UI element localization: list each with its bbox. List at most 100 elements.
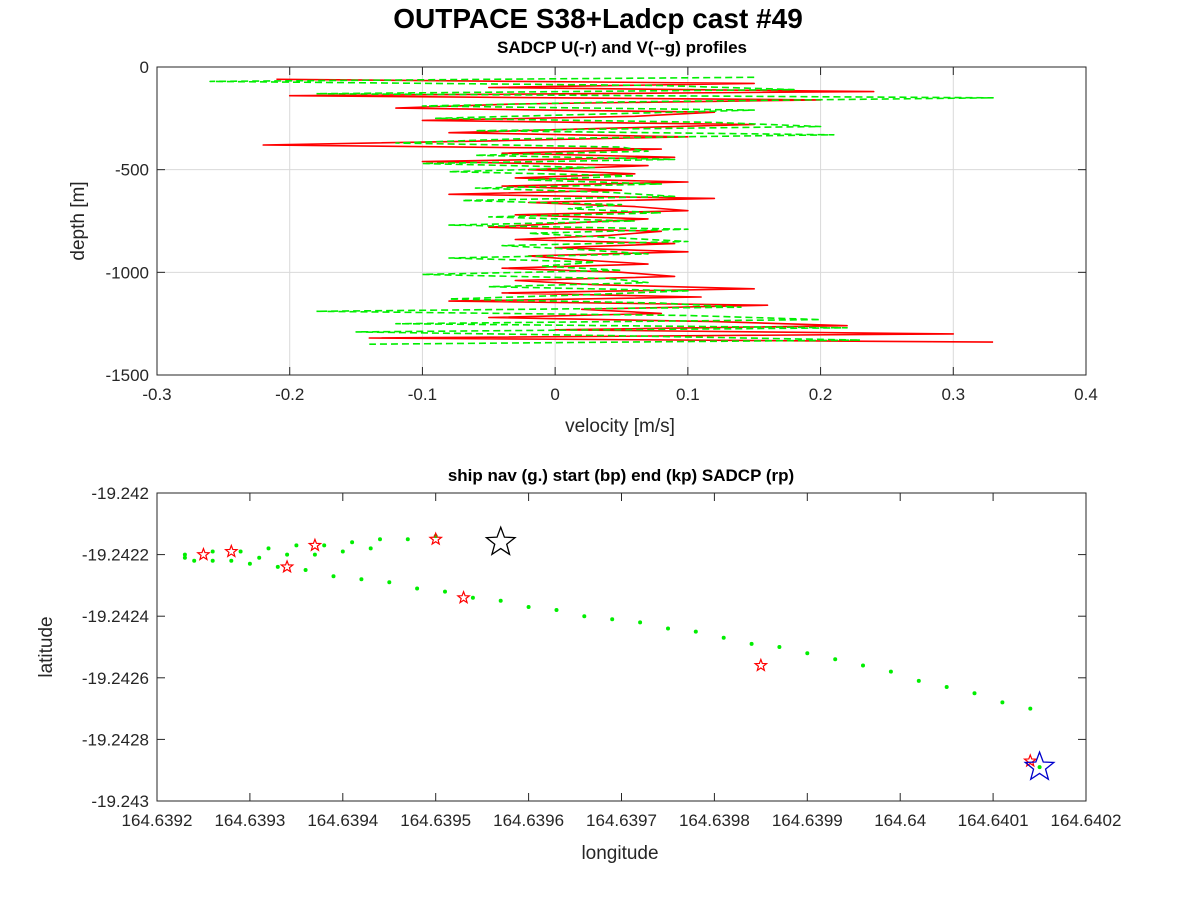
nav-y-tick-label: -19.2428 [82,730,149,749]
ship-nav-point [405,537,410,542]
ship-nav-point [285,552,290,557]
ship-nav-point [1037,765,1042,770]
ship-nav-point [415,586,420,591]
nav-axis-ticks: 164.6392 164.6393 164.6394 164.6395 164.6396… [82,484,1122,830]
profile-y-tick-label: -500 [115,161,149,180]
ship-nav-point [378,537,382,542]
nav-x-tick-label: 164.6402 [1051,811,1122,830]
ship-nav-point [266,546,271,551]
ship-nav-panel: ship nav (g.) start (bp) end (kp) SADCP … [36,466,1121,864]
ship-nav-point [192,558,197,563]
ship-nav-point [749,641,754,646]
nav-x-axis-label: longitude [581,843,658,864]
nav-x-tick-label: 164.6396 [493,811,564,830]
sadcp-star-marker [307,537,323,552]
ship-nav-point [443,589,447,594]
profile-x-tick-label: -0.2 [275,385,304,404]
nav-x-tick-label: 164.6395 [400,811,471,830]
ship-nav-point [312,552,317,557]
ship-nav-point [322,543,327,548]
sadcp-star-marker [753,657,769,672]
ship-nav-point [182,555,187,560]
ship-nav-point [805,651,810,656]
ship-nav-point [368,546,373,551]
ship-nav-point [294,543,299,548]
nav-series-group [182,525,1056,781]
ship-nav-point [340,549,345,554]
ship-nav-point [861,663,865,668]
ship-nav-point [888,669,893,674]
nav-x-tick-label: 164.6394 [307,811,378,830]
sadcp-star-marker [456,590,471,604]
ship-nav-point [972,691,977,696]
end-star-marker [484,525,517,556]
ship-nav-point [833,657,838,662]
nav-x-tick-label: 164.6393 [214,811,285,830]
ship-nav-point [638,620,643,625]
ship-nav-point [238,549,243,554]
ship-nav-point [582,614,587,619]
profile-plot-frame [156,66,1087,376]
nav-x-tick-label: 164.6399 [772,811,843,830]
ship-nav-point [1000,700,1005,705]
ship-nav-point [554,608,559,612]
sadcp-star-marker [223,543,239,558]
nav-y-axis-label: latitude [36,616,57,677]
profile-axis-ticks: -0.3 -0.2 -0.1 0 0.1 0.2 0.3 0.4 -1500 -1000 -500 0 [106,58,1098,404]
ship-nav-point [916,678,921,683]
nav-y-tick-label: -19.2422 [82,546,149,565]
velocity-profile-panel: SADCP U(-r) and V(--g) profiles -0.3 -0.2… [68,38,1098,437]
profile-x-tick-label: -0.1 [408,385,437,404]
profile-y-tick-label: 0 [140,58,149,77]
ship-nav-point [721,635,726,640]
ship-nav-point [182,552,187,557]
sadcp-star-marker [196,546,211,561]
profile-x-tick-label: 0.4 [1074,385,1098,404]
ship-nav-point [359,577,364,582]
start-star-marker [1023,750,1056,781]
v-velocity-line [209,76,994,345]
nav-x-tick-label: 164.6397 [586,811,657,830]
profile-chart-title: SADCP U(-r) and V(--g) profiles [497,38,747,57]
profile-y-tick-label: -1500 [106,366,149,385]
profile-x-tick-label: 0.1 [676,385,700,404]
sadcp-star-marker [428,531,444,546]
ship-nav-point [303,568,308,572]
ship-nav-point [257,555,262,560]
profile-x-tick-label: 0.2 [809,385,833,404]
nav-plot-area [156,492,1087,802]
nav-chart-title: ship nav (g.) start (bp) end (kp) SADCP … [448,466,794,485]
nav-x-tick-label: 164.6392 [122,811,193,830]
ship-nav-point [210,549,215,554]
ship-nav-point [526,605,531,609]
nav-y-tick-label: -19.2426 [82,669,149,688]
profile-series-group [209,76,994,345]
profile-x-axis-label: velocity [m/s] [565,416,675,437]
u-velocity-line [262,78,994,343]
sadcp-star-marker [279,559,295,574]
profile-y-tick-label: -1000 [106,263,149,282]
profile-x-tick-label: -0.3 [142,385,171,404]
nav-x-tick-label: 164.6401 [958,811,1029,830]
nav-y-tick-label: -19.2424 [82,607,149,626]
ship-nav-point [229,558,234,563]
ship-nav-point [387,580,392,585]
ship-nav-point [944,685,949,689]
ship-nav-point [610,617,615,622]
nav-x-tick-label: 164.6398 [679,811,750,830]
figure-title: OUTPACE S38+Ladcp cast #49 [393,3,803,34]
nav-y-tick-label: -19.242 [91,484,149,503]
ship-nav-point [693,629,698,634]
nav-x-tick-label: 164.64 [874,811,926,830]
ship-nav-point [498,598,503,603]
sadcp-star-marker [1022,753,1038,768]
profile-x-tick-label: 0.3 [941,385,965,404]
profile-x-tick-label: 0 [550,385,559,404]
ship-nav-point [247,561,252,566]
ship-nav-point [275,564,280,569]
ship-nav-point [350,540,355,545]
ship-nav-point [470,595,475,600]
ship-nav-point [777,645,782,649]
profile-y-axis-label: depth [m] [68,181,89,260]
